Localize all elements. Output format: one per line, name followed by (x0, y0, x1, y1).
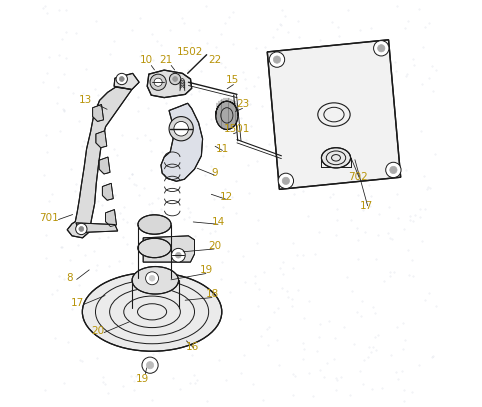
Text: 15: 15 (226, 75, 240, 85)
Circle shape (150, 74, 166, 90)
Text: 23: 23 (236, 99, 250, 109)
Ellipse shape (321, 148, 350, 168)
Circle shape (273, 56, 281, 63)
Text: 11: 11 (216, 144, 229, 154)
Text: 9: 9 (212, 168, 218, 178)
Polygon shape (161, 103, 202, 181)
Text: 16: 16 (186, 342, 199, 352)
Polygon shape (114, 73, 139, 90)
Circle shape (390, 166, 397, 174)
Circle shape (120, 77, 124, 81)
Text: 20: 20 (91, 326, 104, 336)
Circle shape (142, 357, 158, 373)
Text: 1501: 1501 (224, 124, 250, 134)
Ellipse shape (138, 215, 171, 234)
Polygon shape (99, 157, 110, 174)
Polygon shape (76, 223, 118, 233)
Text: 17: 17 (360, 201, 373, 210)
Text: 20: 20 (208, 241, 221, 251)
Circle shape (174, 121, 188, 136)
Text: 21: 21 (160, 55, 173, 65)
Polygon shape (67, 87, 132, 238)
Text: 10: 10 (139, 55, 153, 65)
Circle shape (76, 223, 87, 234)
Circle shape (282, 177, 290, 184)
Text: 702: 702 (348, 172, 368, 182)
Circle shape (172, 248, 185, 262)
Circle shape (146, 272, 159, 285)
Ellipse shape (216, 101, 238, 129)
Polygon shape (96, 131, 107, 148)
Circle shape (169, 116, 193, 141)
Circle shape (173, 77, 177, 81)
Text: 18: 18 (206, 289, 219, 300)
Text: 8: 8 (66, 273, 72, 283)
Circle shape (269, 52, 285, 67)
Circle shape (79, 227, 84, 232)
Text: 22: 22 (208, 55, 221, 65)
Text: 19: 19 (200, 265, 213, 275)
Text: 701: 701 (39, 212, 59, 223)
Polygon shape (106, 210, 117, 227)
Text: 17: 17 (71, 298, 84, 308)
Circle shape (377, 45, 385, 52)
Ellipse shape (82, 272, 222, 351)
Circle shape (116, 73, 127, 85)
Circle shape (386, 162, 401, 177)
Polygon shape (268, 40, 401, 189)
Polygon shape (102, 183, 113, 200)
Text: 19: 19 (135, 374, 148, 384)
Text: 13: 13 (79, 95, 92, 105)
Polygon shape (147, 70, 192, 98)
Polygon shape (93, 105, 104, 121)
Text: 12: 12 (220, 193, 233, 202)
Circle shape (175, 252, 181, 258)
Circle shape (278, 173, 294, 188)
Circle shape (154, 78, 162, 86)
Polygon shape (143, 236, 195, 262)
Text: 14: 14 (212, 217, 226, 227)
Circle shape (170, 73, 181, 85)
Circle shape (149, 276, 155, 281)
Circle shape (147, 361, 154, 369)
Text: 1502: 1502 (177, 47, 204, 57)
Circle shape (374, 41, 389, 56)
Ellipse shape (132, 267, 178, 294)
Ellipse shape (138, 238, 171, 258)
